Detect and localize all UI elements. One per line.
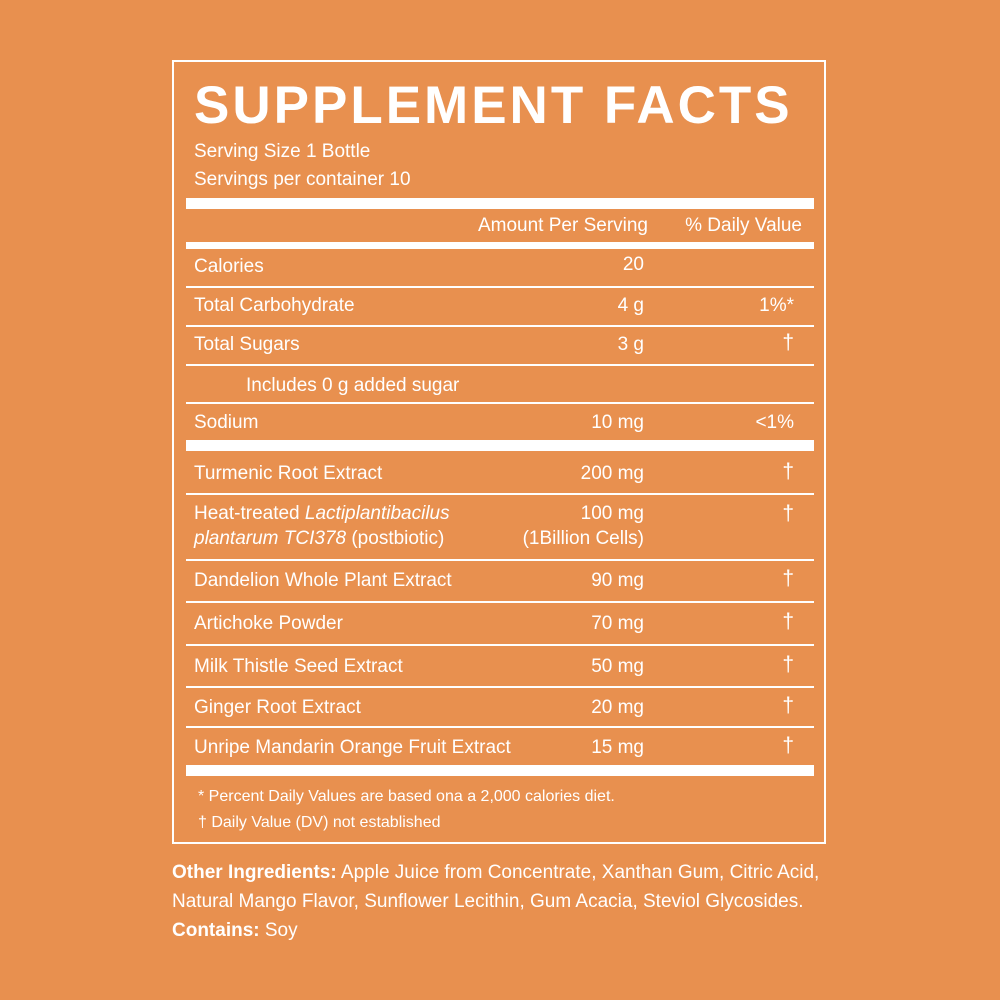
footnote-percent: * Percent Daily Values are based ona a 2… [198, 788, 615, 805]
header-daily-value: % Daily Value [685, 215, 802, 236]
ingredient-amount-detail: (1Billion Cells) [522, 528, 644, 549]
ingredient-name: Turmenic Root Extract [194, 463, 383, 484]
ingredient-daily-value: † [782, 694, 794, 717]
row-divider [186, 286, 814, 288]
servings-per-container: Servings per container 10 [194, 169, 411, 190]
row-divider [186, 644, 814, 646]
ingredient-name: Unripe Mandarin Orange Fruit Extract [194, 737, 511, 758]
ingredient-amount: 50 mg [591, 656, 644, 677]
ingredient-amount: 70 mg [591, 613, 644, 634]
row-divider [186, 726, 814, 728]
nutrient-amount: 20 [622, 254, 644, 275]
header-amount: Amount Per Serving [477, 215, 648, 236]
ingredient-daily-value: † [782, 734, 794, 757]
row-divider [186, 559, 814, 561]
ingredient-daily-value: † [782, 653, 794, 676]
ingredient-name-line2: plantarum TCI378 (postbiotic) [194, 528, 445, 549]
ingredient-daily-value: † [782, 567, 794, 590]
ingredient-name: Artichoke Powder [194, 613, 343, 634]
nutrient-amount: 3 g [617, 334, 644, 355]
ingredient-amount: 200 mg [580, 463, 644, 484]
thick-divider [186, 440, 814, 451]
contains-label: Contains: [172, 920, 260, 941]
thick-divider [186, 765, 814, 776]
row-divider [186, 601, 814, 603]
row-divider [186, 364, 814, 366]
contains-text: Soy [259, 920, 298, 941]
nutrient-name: Total Carbohydrate [194, 295, 355, 316]
nutrient-name: Sodium [194, 412, 259, 433]
ingredient-amount: 100 mg [580, 503, 644, 524]
ingredient-name: Ginger Root Extract [194, 697, 361, 718]
row-divider [186, 402, 814, 404]
nutrient-name: Calories [194, 256, 264, 277]
ingredient-name: Milk Thistle Seed Extract [194, 656, 403, 677]
row-divider [186, 325, 814, 327]
nutrient-subitem: Includes 0 g added sugar [246, 375, 460, 396]
thick-divider [186, 198, 814, 209]
other-ingredients-label: Other Ingredients: [172, 862, 337, 883]
ingredient-name: Dandelion Whole Plant Extract [194, 570, 452, 591]
ingredient-daily-value: † [782, 610, 794, 633]
ingredient-amount: 15 mg [591, 737, 644, 758]
ingredient-amount: 20 mg [591, 697, 644, 718]
other-ingredients-text: Apple Juice from Concentrate, Xanthan Gu… [172, 862, 820, 912]
row-divider [186, 686, 814, 688]
other-ingredients: Other Ingredients: Apple Juice from Conc… [172, 858, 832, 945]
serving-size: Serving Size 1 Bottle [194, 141, 371, 162]
medium-divider [186, 242, 814, 249]
page-title: SUPPLEMENT FACTS [194, 76, 793, 135]
row-divider [186, 493, 814, 495]
nutrient-amount: 10 mg [591, 412, 644, 433]
ingredient-amount: 90 mg [591, 570, 644, 591]
supplement-facts-panel: SUPPLEMENT FACTS Serving Size 1 Bottle S… [172, 60, 826, 844]
nutrient-name: Total Sugars [194, 334, 300, 355]
nutrient-amount: 4 g [617, 295, 644, 316]
nutrient-daily-value: 1%* [759, 295, 794, 316]
nutrient-daily-value: <1% [755, 412, 794, 433]
ingredient-daily-value: † [782, 460, 794, 483]
ingredient-name: Heat-treated Lactiplantibacilus [194, 503, 450, 524]
nutrient-daily-value: † [782, 331, 794, 354]
ingredient-daily-value: † [782, 502, 794, 525]
footnote-dagger: † Daily Value (DV) not established [198, 814, 441, 831]
